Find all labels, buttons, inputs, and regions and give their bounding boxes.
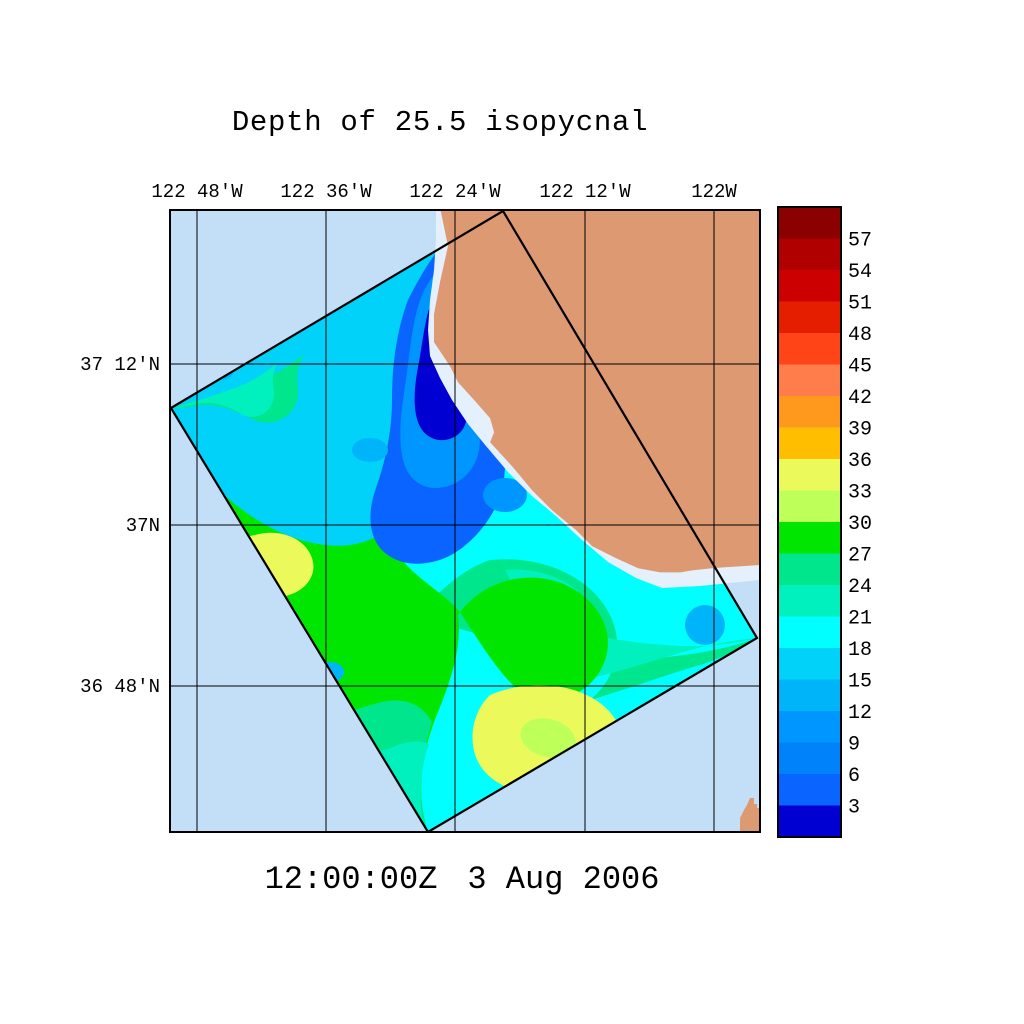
svg-text:42: 42	[848, 387, 872, 410]
svg-text:54: 54	[848, 261, 872, 284]
svg-text:27: 27	[848, 545, 872, 568]
svg-text:Depth of 25.5 isopycnal: Depth of 25.5 isopycnal	[232, 106, 648, 139]
svg-text:33: 33	[848, 482, 872, 505]
svg-text:51: 51	[848, 293, 872, 316]
svg-text:122 36'W: 122 36'W	[280, 181, 372, 203]
svg-text:3: 3	[848, 797, 860, 820]
svg-text:36: 36	[848, 450, 872, 473]
svg-text:18: 18	[848, 639, 872, 662]
svg-text:48: 48	[848, 324, 872, 347]
svg-text:24: 24	[848, 576, 872, 599]
svg-text:21: 21	[848, 608, 872, 631]
svg-text:37N: 37N	[126, 515, 160, 537]
svg-text:57: 57	[848, 230, 872, 253]
svg-text:122 24'W: 122 24'W	[409, 181, 501, 203]
svg-text:12: 12	[848, 702, 872, 725]
svg-text:45: 45	[848, 356, 872, 379]
svg-text:15: 15	[848, 671, 872, 694]
svg-text:37 12'N: 37 12'N	[80, 354, 160, 376]
svg-text:36 48'N: 36 48'N	[80, 676, 160, 698]
svg-text:122 48'W: 122 48'W	[151, 181, 243, 203]
svg-text:39: 39	[848, 419, 872, 442]
svg-text:9: 9	[848, 734, 860, 757]
svg-text:30: 30	[848, 513, 872, 536]
svg-text:122 12'W: 122 12'W	[539, 181, 631, 203]
svg-text:6: 6	[848, 765, 860, 788]
svg-text:122W: 122W	[691, 181, 737, 203]
